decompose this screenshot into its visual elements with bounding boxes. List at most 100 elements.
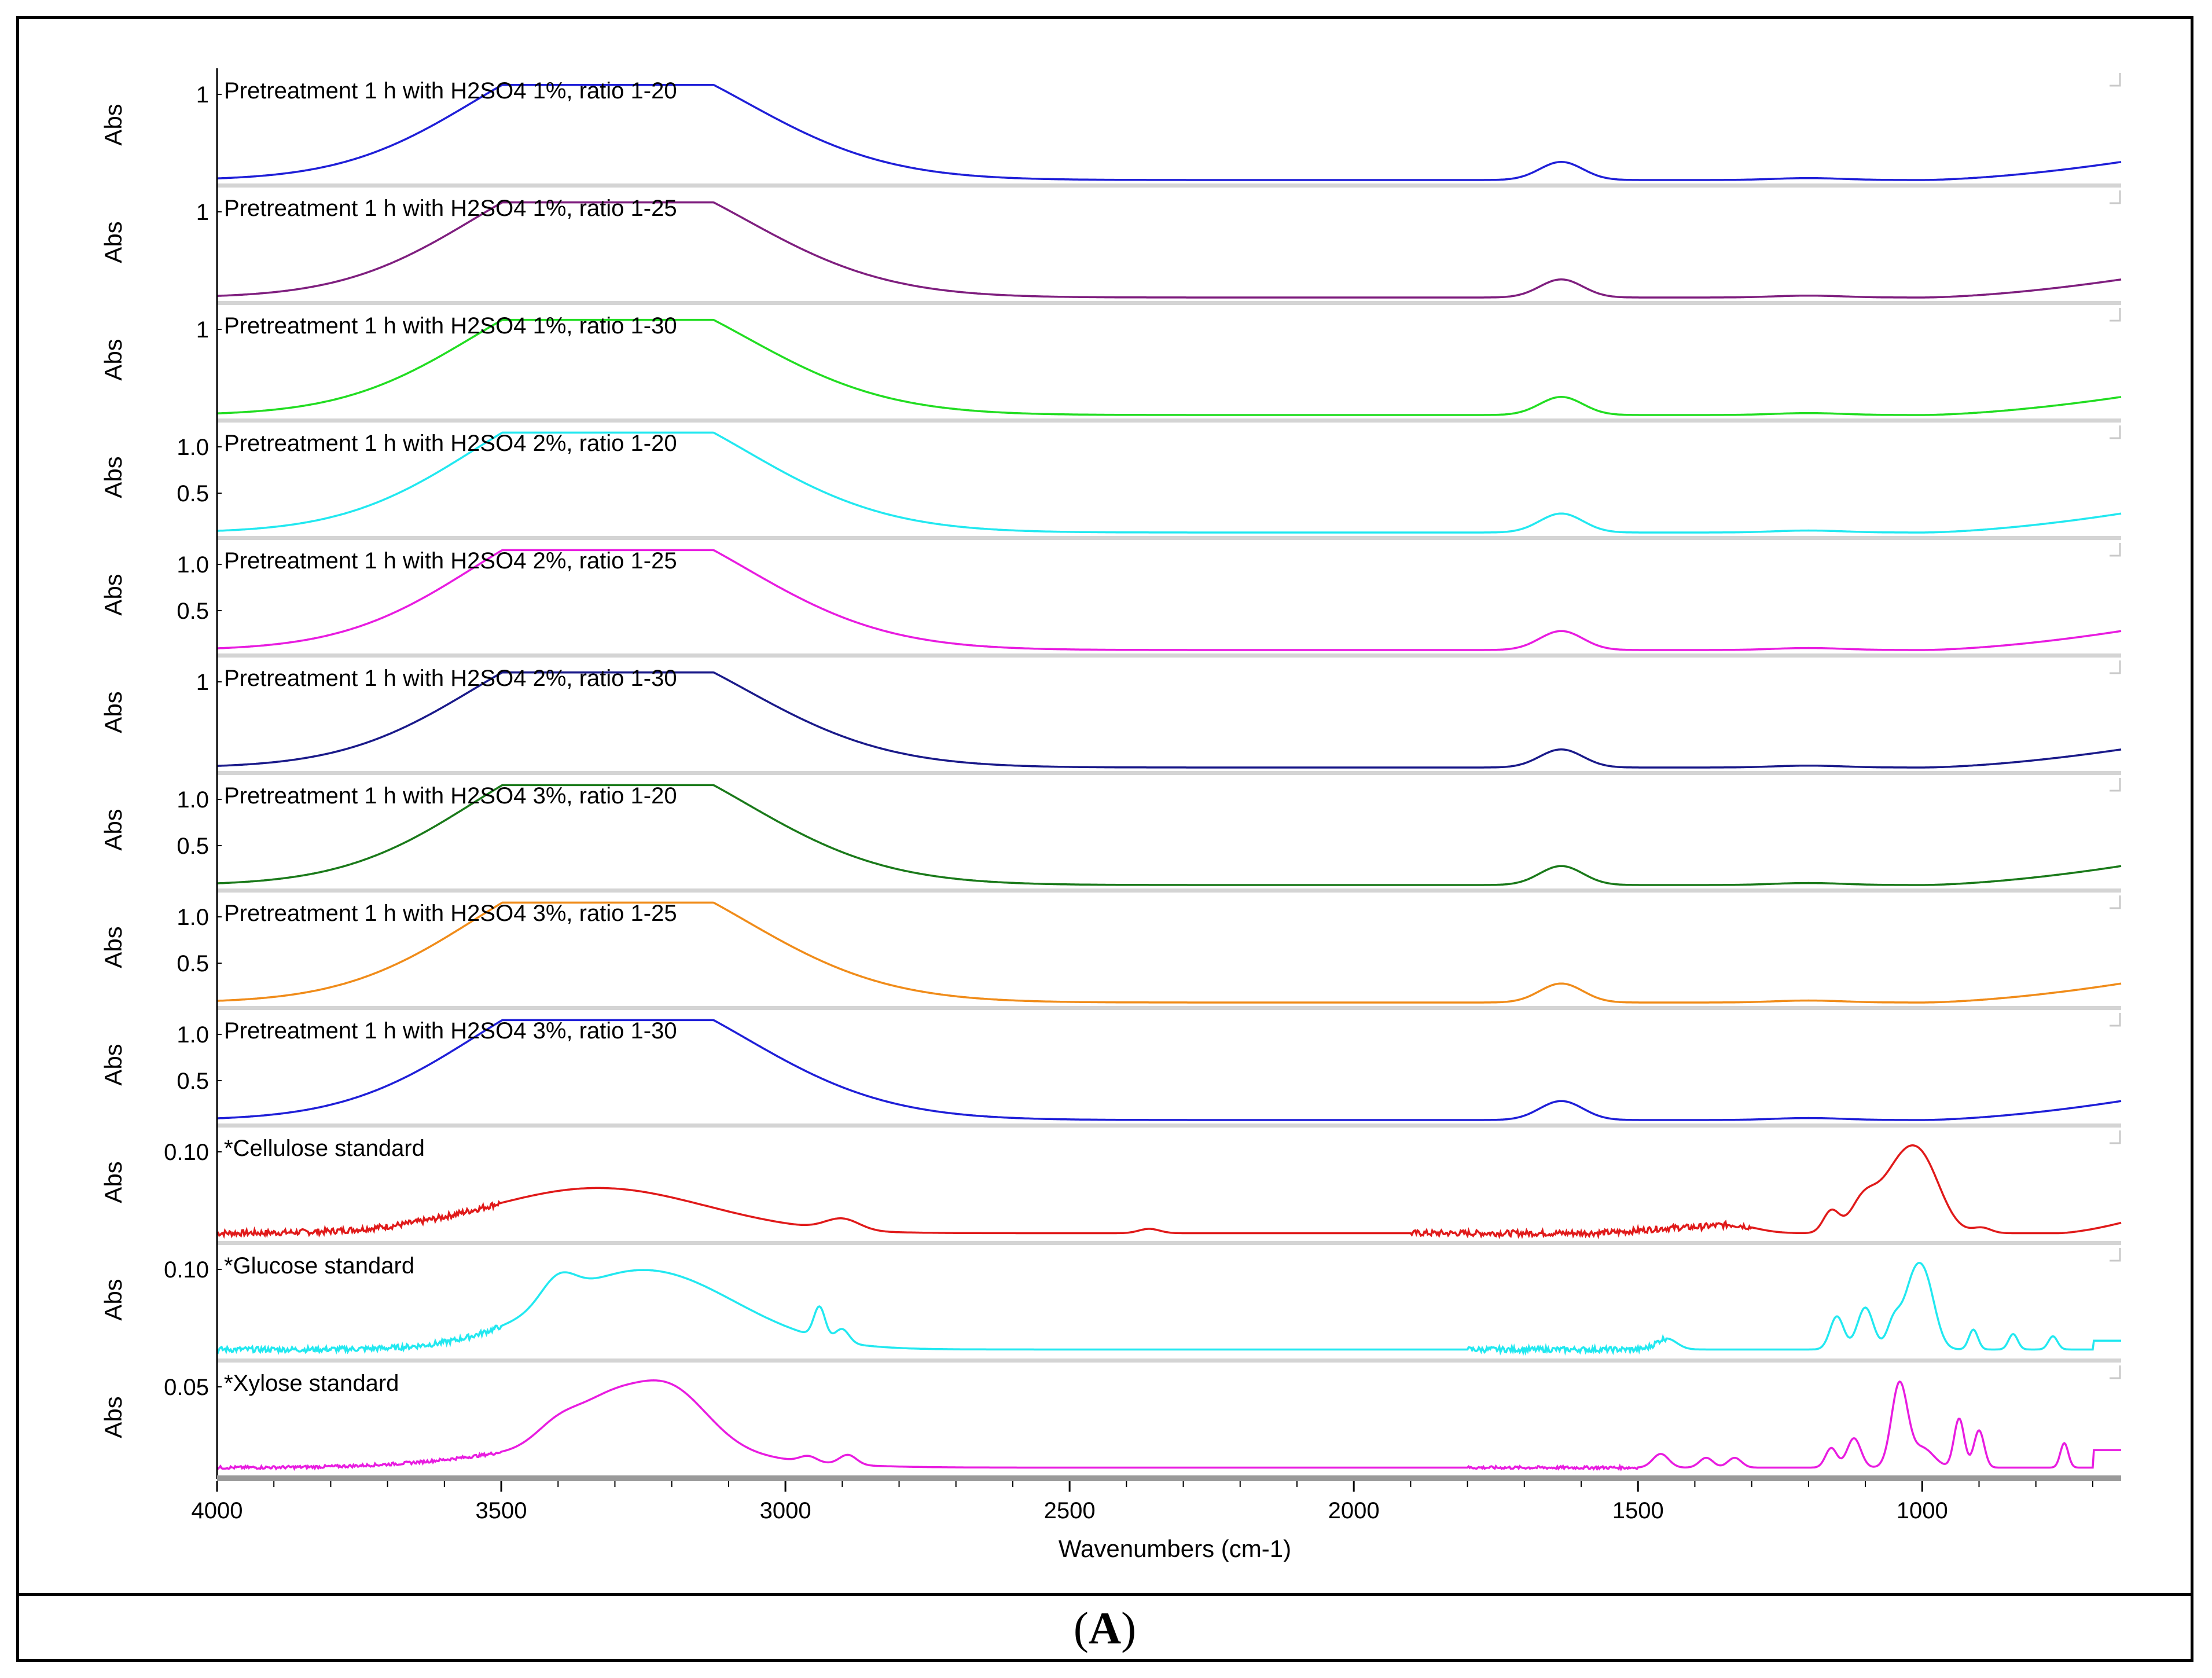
panel-separator (217, 888, 2121, 893)
panel: Abs 1 Pretreatment 1 h with H2SO4 1%, rati… (100, 308, 2122, 423)
y-tick-label: 1 (196, 82, 209, 108)
panel: Abs 0.10 *Glucose standard (100, 1248, 2121, 1363)
y-tick-label: 0.10 (164, 1257, 209, 1283)
x-axis: 4000 3500 3000 2500 2000 1500 1000 (192, 68, 2121, 1523)
series-label: Pretreatment 1 h with H2SO4 2%, ratio 1-… (224, 548, 677, 574)
x-tick-label: 3000 (760, 1498, 811, 1523)
panel-corner-mark (2110, 190, 2121, 204)
panel: Abs 1 Pretreatment 1 h with H2SO4 1%, rati… (100, 190, 2122, 305)
panel-corner-mark (2110, 1248, 2121, 1262)
series-label: *Glucose standard (224, 1253, 414, 1279)
panel-corner-mark (2110, 1130, 2121, 1144)
series-line (216, 1379, 2121, 1472)
y-axis-title: Abs (100, 1279, 127, 1320)
series-line (216, 1019, 2122, 1121)
series-line (216, 671, 2122, 769)
y-tick-label: 0.05 (164, 1375, 209, 1400)
panel-separator (217, 771, 2121, 775)
panel-corner-mark (2110, 778, 2121, 792)
y-axis-title: Abs (100, 339, 127, 380)
caption-letter: A (1088, 1603, 1122, 1653)
series-line (216, 549, 2122, 651)
y-axis-title: Abs (100, 456, 127, 498)
y-tick-label: 0.5 (177, 834, 209, 859)
y-tick-label: 0.5 (177, 481, 209, 506)
panel-corner-mark (2110, 73, 2121, 87)
panel: Abs 1 Pretreatment 1 h with H2SO4 1%, rati… (100, 73, 2122, 188)
y-axis-title: Abs (100, 574, 127, 615)
panel-corner-mark (2110, 660, 2121, 674)
panel-corner-mark (2110, 895, 2121, 909)
x-axis-line (217, 1475, 2121, 1481)
y-axis-title: Abs (100, 926, 127, 968)
series-line (216, 431, 2122, 534)
figure-frame (16, 16, 2193, 1662)
panel-separator (217, 653, 2121, 658)
panel-corner-mark (2110, 1365, 2121, 1379)
y-tick-label: 1 (196, 317, 209, 343)
panel-separator (217, 1241, 2121, 1245)
y-tick-label: 1.0 (177, 1022, 209, 1048)
series-label: *Cellulose standard (224, 1136, 425, 1161)
panel: Abs 1.0 0.5 Pretreatment 1 h with H2SO4 2%,… (100, 543, 2122, 658)
y-axis-title: Abs (100, 1161, 127, 1203)
x-tick-label: 2000 (1328, 1498, 1380, 1523)
panel: Abs 1.0 0.5 Pretreatment 1 h with H2SO4 3%,… (100, 1013, 2122, 1128)
x-tick-label: 2500 (1044, 1498, 1096, 1523)
series-label: Pretreatment 1 h with H2SO4 3%, ratio 1-… (224, 901, 677, 926)
series-line (216, 318, 2122, 416)
panel-separator (217, 183, 2121, 188)
x-tick-label: 1000 (1897, 1498, 1948, 1523)
panel: Abs 1.0 0.5 Pretreatment 1 h with H2SO4 2%,… (100, 425, 2122, 540)
y-tick-label: 0.5 (177, 599, 209, 624)
panel-separator (217, 1123, 2121, 1128)
series-label: Pretreatment 1 h with H2SO4 1%, ratio 1-… (224, 78, 677, 104)
series-label: Pretreatment 1 h with H2SO4 1%, ratio 1-… (224, 313, 677, 339)
y-tick-label: 1 (196, 670, 209, 695)
panel: Abs 1.0 0.5 Pretreatment 1 h with H2SO4 3%,… (100, 778, 2122, 893)
series-line (216, 901, 2122, 1004)
y-axis-title: Abs (100, 221, 127, 263)
y-tick-label: 1 (196, 200, 209, 225)
y-axis-title: Abs (100, 1396, 127, 1438)
series-line (216, 201, 2122, 299)
panel-separator (217, 1358, 2121, 1363)
series-label: Pretreatment 1 h with H2SO4 3%, ratio 1-… (224, 783, 677, 809)
panel-corner-mark (2110, 425, 2121, 439)
series-label: Pretreatment 1 h with H2SO4 3%, ratio 1-… (224, 1018, 677, 1044)
panel: Abs 1.0 0.5 Pretreatment 1 h with H2SO4 3%,… (100, 895, 2122, 1010)
y-tick-label: 0.10 (164, 1140, 209, 1165)
caption-close-paren: ) (1121, 1603, 1137, 1653)
y-tick-label: 1.0 (177, 435, 209, 460)
panel-corner-mark (2110, 1013, 2121, 1027)
y-tick-label: 0.5 (177, 1069, 209, 1094)
series-label: *Xylose standard (224, 1371, 399, 1396)
y-axis-title: Abs (100, 104, 127, 145)
y-tick-label: 1.0 (177, 905, 209, 930)
caption-divider (16, 1593, 2193, 1596)
panel-separator (217, 536, 2121, 540)
series-line (216, 1144, 2122, 1240)
ftir-stacked-chart: Abs 1 Pretreatment 1 h with H2SO4 1%, rati… (100, 68, 2122, 1562)
series-line (216, 784, 2122, 886)
y-tick-label: 0.5 (177, 951, 209, 976)
series-line (216, 83, 2122, 181)
y-axis-title: Abs (100, 809, 127, 850)
y-axis-title: Abs (100, 1044, 127, 1085)
x-tick-label: 1500 (1612, 1498, 1664, 1523)
series-label: Pretreatment 1 h with H2SO4 2%, ratio 1-… (224, 431, 677, 456)
series-label: Pretreatment 1 h with H2SO4 1%, ratio 1-… (224, 196, 677, 221)
chart-panels: Abs 1 Pretreatment 1 h with H2SO4 1%, rati… (100, 73, 2122, 1480)
panel-corner-mark (2110, 308, 2121, 322)
panel-corner-mark (2110, 543, 2121, 557)
panel-separator (217, 301, 2121, 305)
series-line (216, 1262, 2121, 1356)
panel: Abs 0.05 *Xylose standard (100, 1365, 2121, 1480)
panel-separator (217, 418, 2121, 423)
y-axis-title: Abs (100, 691, 127, 733)
caption-open-paren: ( (1073, 1603, 1089, 1653)
panel: Abs 0.10 *Cellulose standard (100, 1130, 2122, 1245)
y-tick-label: 1.0 (177, 552, 209, 578)
panel-separator (217, 1006, 2121, 1010)
x-axis-title: Wavenumbers (cm-1) (1059, 1535, 1291, 1562)
